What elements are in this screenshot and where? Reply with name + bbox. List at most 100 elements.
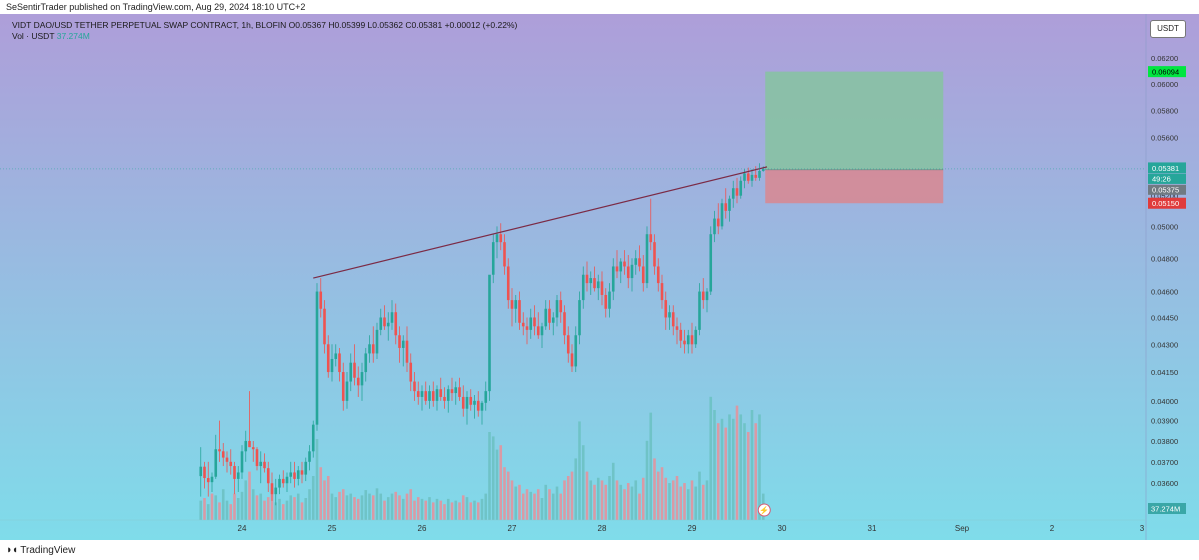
volume-bar — [563, 480, 566, 520]
candle-body — [724, 203, 728, 211]
brand-text: TradingView — [20, 544, 76, 556]
volume-value: 37.274M — [56, 31, 90, 41]
candle-body — [203, 466, 206, 479]
candle-body — [251, 447, 255, 450]
volume-bar — [330, 493, 334, 520]
candle-body — [334, 353, 338, 359]
candle-body — [218, 449, 221, 452]
volume-bar — [349, 493, 353, 520]
volume-bar — [319, 467, 323, 520]
candle-body — [270, 483, 274, 495]
price-chart[interactable]: 0.062000.060000.058000.056000.054000.052… — [0, 14, 1199, 540]
volume-bar — [300, 502, 304, 520]
candle-body — [353, 362, 356, 378]
price-tick-label: 0.05200 — [1151, 192, 1178, 201]
volume-bar — [593, 484, 596, 520]
candle-body — [330, 358, 334, 373]
candle-body — [263, 461, 266, 469]
candle-body — [341, 372, 345, 401]
currency-button[interactable]: USDT — [1150, 20, 1186, 38]
candle-body — [563, 312, 566, 336]
volume-bar — [338, 491, 341, 520]
candle-body — [510, 300, 514, 309]
volume-bar — [491, 436, 495, 520]
volume-bar — [525, 489, 529, 520]
volume-bar — [405, 493, 409, 520]
volume-tag-bg — [1148, 503, 1186, 514]
candle-body — [758, 170, 761, 178]
volume-bar — [638, 493, 641, 520]
candle-body — [386, 322, 390, 327]
stop-price-tag: 0.05150 — [1152, 199, 1179, 208]
volume-bar — [596, 477, 600, 520]
volume-bar — [371, 495, 375, 520]
volume-bar — [394, 491, 398, 520]
volume-bar — [626, 483, 630, 520]
volume-bar — [379, 493, 383, 520]
volume-bar — [675, 476, 679, 520]
volume-bar — [413, 500, 416, 520]
candle-body — [750, 174, 754, 181]
candle-body — [608, 291, 611, 309]
candle-body — [319, 291, 323, 309]
volume-bar — [544, 484, 548, 520]
price-tick-label: 0.04150 — [1151, 368, 1178, 377]
candle-body — [739, 180, 743, 196]
chart-area[interactable]: 0.062000.060000.058000.056000.054000.052… — [0, 14, 1199, 540]
volume-bar — [495, 449, 499, 520]
candle-body — [731, 188, 735, 199]
tv-mark-icon: ◗◖ — [6, 544, 18, 556]
candle-body — [289, 472, 293, 477]
tradingview-logo[interactable]: ◗◖ TradingView — [6, 544, 75, 556]
candle-body — [229, 461, 233, 467]
time-tick-label: 26 — [418, 524, 427, 533]
price-tick-label: 0.03800 — [1151, 437, 1178, 446]
volume-bar — [743, 423, 746, 520]
volume-bar — [416, 497, 420, 520]
volume-bar — [645, 440, 649, 520]
volume-bar — [521, 493, 525, 520]
volume-bar — [285, 500, 289, 520]
candle-body — [360, 372, 364, 386]
target-zone — [765, 71, 944, 170]
volume-bar — [323, 480, 326, 520]
price-tick-label: 0.05800 — [1151, 106, 1178, 115]
volume-bar — [653, 458, 656, 520]
candle-body — [281, 478, 285, 484]
volume-bar — [315, 439, 319, 520]
time-tick-label: 27 — [508, 524, 517, 533]
candle-body — [604, 294, 608, 309]
volume-bar — [454, 500, 458, 520]
volume-bar — [690, 480, 694, 520]
volume-bar — [529, 491, 533, 520]
candle-body — [371, 344, 375, 354]
price-tick-label: 0.03700 — [1151, 458, 1178, 467]
candle-body — [540, 326, 544, 336]
candle-body — [626, 266, 630, 279]
candle-body — [544, 308, 548, 327]
volume-bar — [578, 421, 581, 520]
publish-info-text: SeSentirTrader published on TradingView.… — [6, 2, 306, 12]
time-tick-label: 28 — [598, 524, 607, 533]
candle-body — [701, 291, 705, 301]
volume-bar — [199, 500, 203, 520]
candle-body — [581, 274, 585, 301]
price-tick-label: 0.05600 — [1151, 134, 1178, 143]
candle-body — [596, 281, 600, 289]
candle-body — [683, 340, 686, 345]
candle-body — [300, 470, 304, 475]
candle-body — [473, 400, 476, 405]
candle-body — [465, 396, 469, 409]
candle-body — [746, 173, 750, 181]
volume-bar — [698, 471, 701, 520]
time-tick-label: 2 — [1050, 524, 1055, 533]
volume-bar — [705, 480, 709, 520]
candle-body — [641, 266, 645, 284]
candle-body — [296, 470, 300, 479]
candle-body — [323, 308, 326, 345]
volume-bar — [585, 471, 589, 520]
candle-body — [338, 353, 341, 373]
volume-bar — [431, 502, 435, 520]
candle-body — [368, 344, 371, 354]
candle-body — [638, 258, 641, 267]
